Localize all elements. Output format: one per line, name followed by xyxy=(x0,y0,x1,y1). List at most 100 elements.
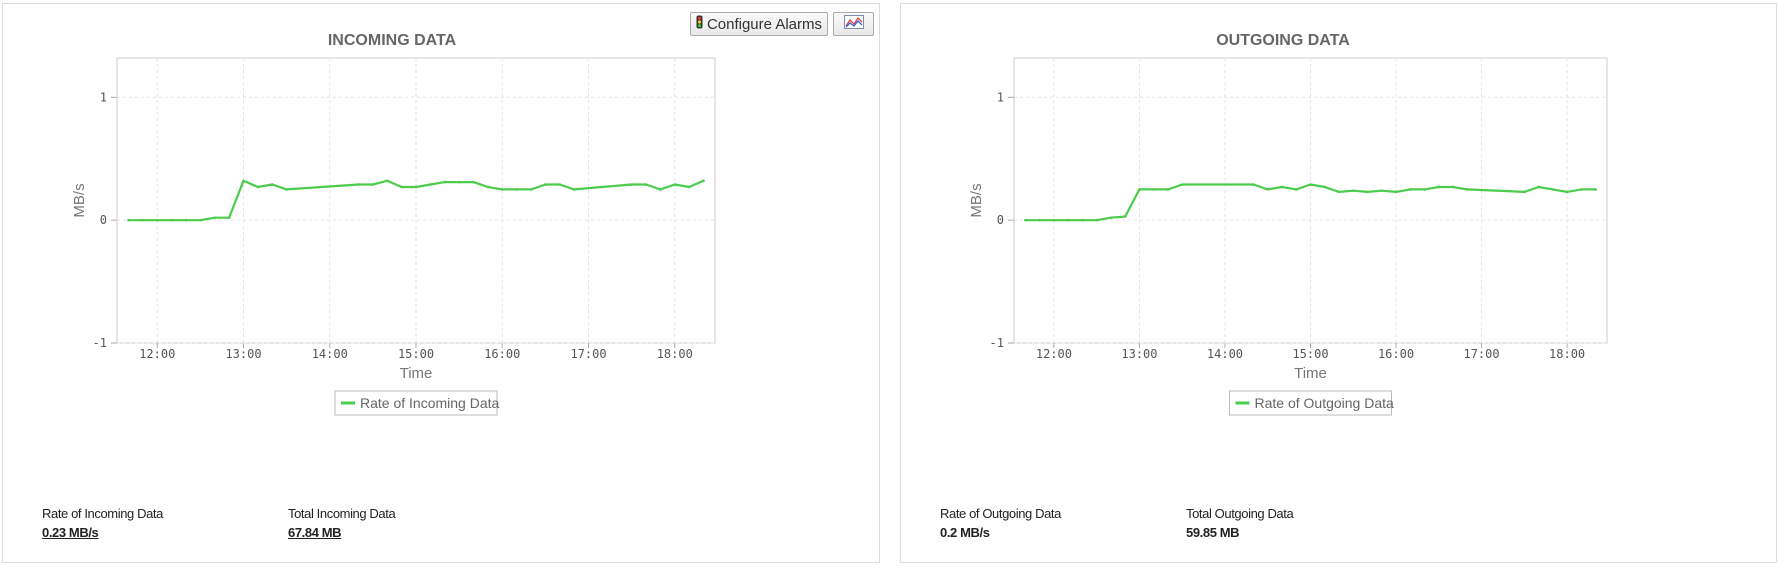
data-point xyxy=(515,188,518,191)
x-tick-label: 18:00 xyxy=(657,347,693,361)
data-point xyxy=(1537,185,1540,189)
data-point xyxy=(1024,218,1027,222)
rate-value: 0.2 MB/s xyxy=(940,525,990,540)
rate-label: Rate of Incoming Data xyxy=(42,506,163,521)
configure-alarms-label: Configure Alarms xyxy=(706,15,822,33)
legend-box xyxy=(334,390,498,416)
total-label: Total Outgoing Data xyxy=(1186,506,1294,521)
y-axis-label: MB/s xyxy=(71,183,88,217)
x-tick-label: 14:00 xyxy=(312,347,348,361)
data-point xyxy=(572,188,576,191)
data-point xyxy=(357,183,360,186)
data-point xyxy=(673,183,677,186)
data-point xyxy=(371,183,375,186)
series-line xyxy=(128,179,704,222)
x-tick-label: 16:00 xyxy=(1378,347,1414,361)
data-point xyxy=(242,179,245,183)
data-point xyxy=(1266,188,1270,191)
outgoing-data-chart: OUTGOING DATA 12:00 13:00 14:00 15:00 16:00 17… xyxy=(968,32,1608,416)
incoming-data-panel: INCOMING DATA 12:00 13:00 14:00 15:00 16:00 17… xyxy=(2,3,880,563)
data-point xyxy=(1066,218,1070,222)
data-point xyxy=(429,183,432,186)
outgoing-stats: Rate of Outgoing Data 0.2 MB/s Total Out… xyxy=(901,4,1776,562)
data-point xyxy=(1594,188,1597,191)
x-tick-label: 13:00 xyxy=(1121,347,1157,361)
data-point xyxy=(1280,185,1284,189)
x-axis-label: Time xyxy=(400,365,433,382)
data-point xyxy=(1551,188,1555,191)
total-stat: Total Incoming Data 67.84 MB xyxy=(288,506,396,540)
data-point xyxy=(1565,190,1569,194)
data-point xyxy=(414,185,418,189)
x-axis-label: Time xyxy=(1294,365,1327,382)
chart-title: INCOMING DATA xyxy=(328,32,457,49)
configure-alarms-button[interactable]: Configure Alarms xyxy=(689,12,828,36)
data-point xyxy=(1523,190,1526,194)
chart-type-icon xyxy=(843,15,864,33)
data-point xyxy=(385,179,389,183)
data-point xyxy=(1337,190,1341,194)
x-tick-label: 18:00 xyxy=(1549,347,1585,361)
x-tick-label: 12:00 xyxy=(139,347,175,361)
data-point xyxy=(141,218,145,222)
data-point xyxy=(443,180,447,184)
x-tick-label: 14:00 xyxy=(1207,347,1243,361)
data-point xyxy=(1123,215,1127,218)
data-point xyxy=(270,183,274,186)
data-point xyxy=(1252,183,1255,186)
data-point xyxy=(702,179,705,183)
y-tick-label: 0 xyxy=(997,213,1004,227)
data-point xyxy=(1180,183,1184,186)
data-point xyxy=(558,183,562,186)
legend-label: Rate of Outgoing Data xyxy=(1255,395,1395,411)
data-point xyxy=(1038,218,1041,222)
data-point xyxy=(486,185,490,189)
data-point xyxy=(1095,218,1098,222)
data-point xyxy=(1351,189,1355,192)
data-point xyxy=(127,218,130,222)
data-point xyxy=(529,188,533,191)
y-tick-label: -1 xyxy=(990,336,1004,350)
data-point xyxy=(184,218,188,222)
data-point xyxy=(544,183,547,186)
data-point xyxy=(1437,185,1441,189)
data-point xyxy=(1109,216,1113,219)
rate-stat: Rate of Outgoing Data 0.2 MB/s xyxy=(940,506,1061,540)
x-tick-label: 15:00 xyxy=(1292,347,1328,361)
x-tick-label: 15:00 xyxy=(398,347,434,361)
rate-value-link[interactable]: 0.23 MB/s xyxy=(42,525,99,540)
total-value-link[interactable]: 67.84 MB xyxy=(288,525,342,540)
data-point xyxy=(659,188,662,191)
legend-box xyxy=(1229,390,1392,416)
data-point xyxy=(1580,188,1583,191)
chart-title: OUTGOING DATA xyxy=(1216,32,1350,49)
y-tick-label: 1 xyxy=(997,90,1004,104)
data-point xyxy=(1052,218,1056,222)
data-point xyxy=(400,185,403,189)
data-point xyxy=(1152,188,1155,191)
data-point xyxy=(155,218,159,222)
data-point xyxy=(1423,188,1426,191)
data-point xyxy=(1451,185,1455,189)
x-tick-label: 16:00 xyxy=(484,347,520,361)
data-point xyxy=(630,183,633,186)
data-point xyxy=(1166,188,1170,191)
data-point xyxy=(213,216,217,219)
rate-stat: Rate of Incoming Data 0.23 MB/s xyxy=(42,506,163,540)
chart-type-button[interactable] xyxy=(833,12,874,36)
data-point xyxy=(170,218,173,222)
data-point xyxy=(644,183,648,186)
x-tick-label: 17:00 xyxy=(1463,347,1499,361)
data-point xyxy=(500,188,504,191)
legend[interactable]: Rate of Incoming Data xyxy=(334,390,500,416)
data-point xyxy=(1408,188,1412,191)
legend-label: Rate of Incoming Data xyxy=(360,395,500,411)
x-tick-label: 17:00 xyxy=(570,347,606,361)
y-axis-label: MB/s xyxy=(968,183,985,217)
x-tick-label: 13:00 xyxy=(225,347,261,361)
rate-label: Rate of Outgoing Data xyxy=(940,506,1061,521)
data-point xyxy=(227,216,231,219)
data-point xyxy=(1323,185,1327,189)
legend[interactable]: Rate of Outgoing Data xyxy=(1229,390,1395,416)
incoming-data-chart: INCOMING DATA 12:00 13:00 14:00 15:00 16:00 17… xyxy=(71,32,716,416)
